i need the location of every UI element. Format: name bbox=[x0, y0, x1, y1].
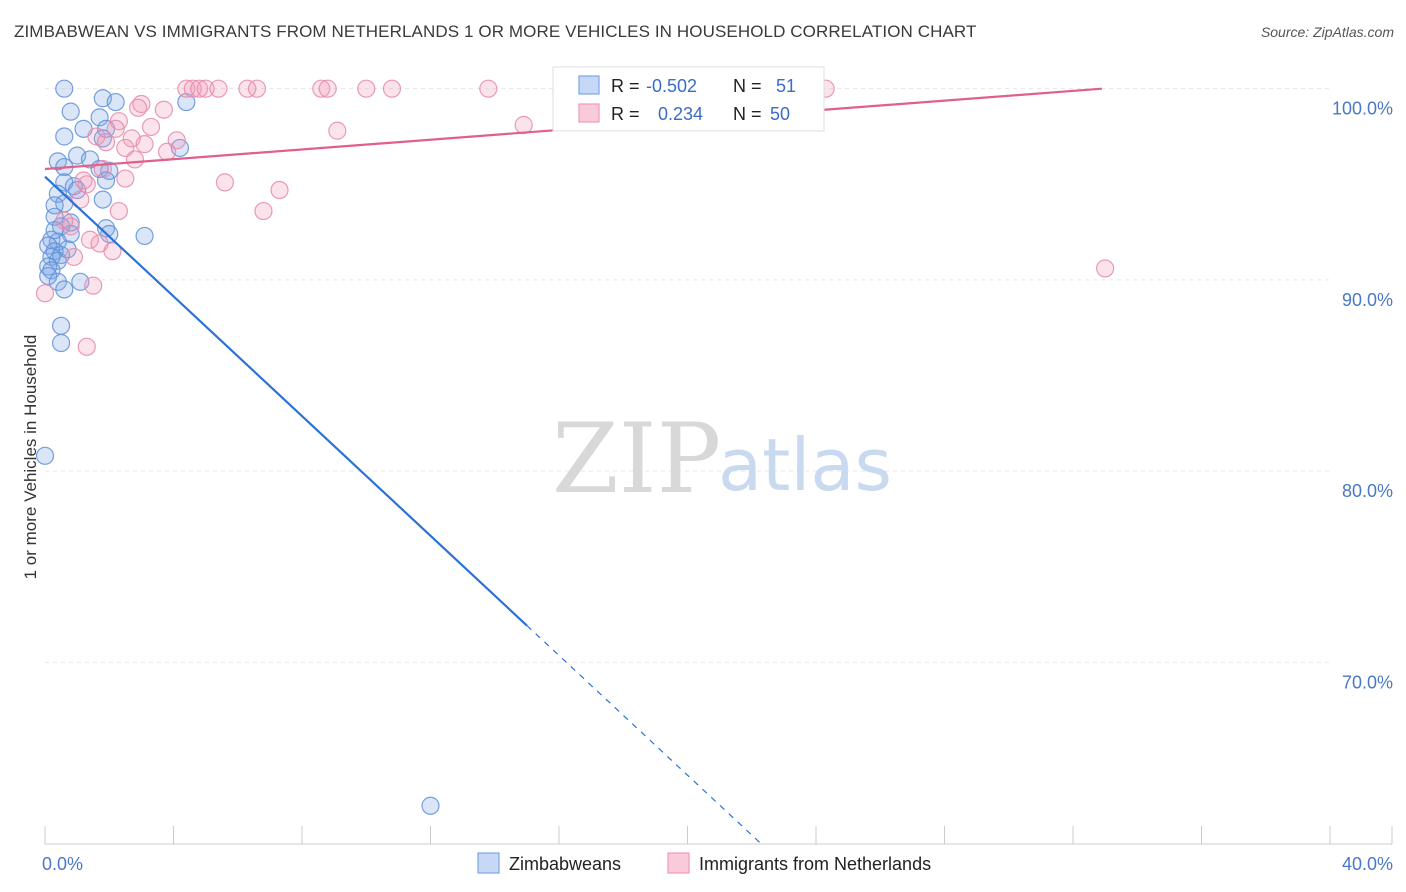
series-legend-swatch-netherlands bbox=[667, 852, 690, 874]
y-tick-label: 90.0% bbox=[1342, 290, 1393, 310]
legend-n-value-1: 51 bbox=[776, 76, 796, 96]
netherlands-point bbox=[77, 337, 96, 356]
netherlands-point bbox=[106, 119, 125, 138]
zimbabweans-point bbox=[106, 92, 125, 112]
zimbabweans-point bbox=[55, 79, 74, 98]
y-tick-label: 80.0% bbox=[1342, 481, 1393, 501]
netherlands-point bbox=[312, 79, 331, 98]
netherlands-point bbox=[129, 98, 148, 117]
y-tick-label: 70.0% bbox=[1342, 672, 1393, 692]
zimbabweans-point bbox=[135, 226, 154, 246]
netherlands-point bbox=[103, 242, 122, 261]
watermark: ZIP atlas bbox=[552, 403, 892, 515]
netherlands-point bbox=[247, 79, 267, 98]
zimbabweans-point bbox=[90, 108, 109, 127]
netherlands-point bbox=[109, 201, 128, 221]
zimbabweans-point bbox=[93, 190, 112, 209]
netherlands-point bbox=[254, 201, 273, 221]
zimbabweans-point bbox=[100, 161, 119, 181]
watermark-zip: ZIP bbox=[552, 403, 721, 515]
zimbabweans-trend-extension bbox=[526, 625, 762, 845]
netherlands-point bbox=[328, 121, 347, 140]
x-tick-label-right: 40.0% bbox=[1342, 854, 1393, 874]
series-legend-label-zimbabweans: Zimbabweans bbox=[509, 854, 621, 874]
netherlands-point bbox=[190, 79, 209, 98]
grid-layer bbox=[45, 88, 1330, 663]
netherlands-point bbox=[74, 171, 93, 190]
zimbabweans-point bbox=[55, 280, 74, 299]
netherlands-point bbox=[84, 276, 103, 295]
x-tick-label-left: 0.0% bbox=[42, 854, 83, 874]
netherlands-point bbox=[318, 79, 337, 98]
zimbabweans-point bbox=[61, 102, 80, 121]
zimbabweans-point bbox=[45, 196, 64, 215]
netherlands-point bbox=[177, 79, 196, 98]
series-legend: Zimbabweans Immigrants from Netherlands bbox=[477, 852, 931, 874]
series-legend-swatch-zimbabweans bbox=[477, 852, 500, 874]
netherlands-point bbox=[135, 135, 154, 154]
netherlands-point bbox=[154, 100, 173, 119]
legend-r-value-2: 0.234 bbox=[658, 104, 703, 124]
netherlands-point bbox=[238, 79, 257, 98]
zimbabweans-point bbox=[35, 446, 55, 465]
netherlands-point bbox=[196, 79, 215, 98]
netherlands-point bbox=[71, 190, 90, 209]
netherlands-point bbox=[55, 211, 74, 230]
zimbabweans-point bbox=[39, 266, 58, 286]
netherlands-point bbox=[209, 79, 228, 98]
netherlands-point bbox=[479, 79, 498, 98]
zimbabweans-point bbox=[48, 184, 67, 203]
netherlands-point bbox=[270, 180, 289, 200]
series-legend-label-netherlands: Immigrants from Netherlands bbox=[699, 854, 931, 874]
legend-n-label-1: N = bbox=[733, 76, 762, 96]
source-label: Source: ZipAtlas.com bbox=[1260, 24, 1394, 40]
netherlands-point bbox=[215, 173, 234, 192]
netherlands-point bbox=[93, 159, 112, 179]
axis-layer: 100.0% 90.0% 80.0% 70.0% 0.0% 40.0% bbox=[42, 99, 1393, 874]
netherlands-point bbox=[87, 127, 106, 146]
zimbabweans-point bbox=[42, 261, 61, 280]
netherlands-point bbox=[116, 169, 135, 188]
legend-r-label-2: R = bbox=[611, 104, 640, 124]
legend-n-label-2: N = bbox=[733, 104, 762, 124]
zimbabweans-point bbox=[96, 171, 116, 190]
netherlands-point bbox=[96, 133, 116, 152]
y-axis-label: 1 or more Vehicles in Household bbox=[21, 335, 40, 580]
netherlands-point bbox=[80, 230, 100, 249]
netherlands-point bbox=[64, 247, 84, 267]
netherlands-point bbox=[35, 284, 55, 303]
netherlands-point bbox=[514, 115, 533, 135]
zimbabweans-point bbox=[51, 333, 71, 353]
zimbabweans-point bbox=[55, 127, 74, 146]
netherlands-point bbox=[183, 79, 202, 98]
legend-swatch-zimbabweans bbox=[578, 75, 600, 95]
legend-r-label-1: R = bbox=[611, 76, 640, 96]
zimbabweans-trend-line bbox=[44, 175, 528, 627]
zimbabweans-point bbox=[48, 232, 67, 251]
netherlands-point bbox=[357, 79, 376, 98]
zimbabweans-point bbox=[96, 219, 116, 238]
netherlands-point bbox=[157, 142, 177, 161]
watermark-atlas: atlas bbox=[718, 423, 892, 507]
legend-r-value-1: -0.502 bbox=[646, 76, 697, 96]
netherlands-point bbox=[141, 117, 161, 137]
zimbabweans-point bbox=[421, 796, 440, 815]
netherlands-point bbox=[382, 79, 402, 98]
netherlands-point bbox=[1096, 259, 1115, 278]
zimbabweans-point bbox=[80, 150, 100, 169]
y-tick-label: 100.0% bbox=[1332, 99, 1393, 119]
zimbabweans-point bbox=[51, 316, 71, 335]
legend-n-value-2: 50 bbox=[770, 104, 790, 124]
zimbabweans-point bbox=[100, 224, 119, 244]
correlation-legend: R = -0.502 N = 51 R = 0.234 N = 50 bbox=[552, 66, 825, 132]
chart-title: ZIMBABWEAN VS IMMIGRANTS FROM NETHERLAND… bbox=[14, 22, 977, 41]
legend-swatch-netherlands bbox=[578, 103, 600, 123]
zimbabweans-point bbox=[68, 180, 87, 200]
netherlands-point bbox=[125, 150, 145, 169]
